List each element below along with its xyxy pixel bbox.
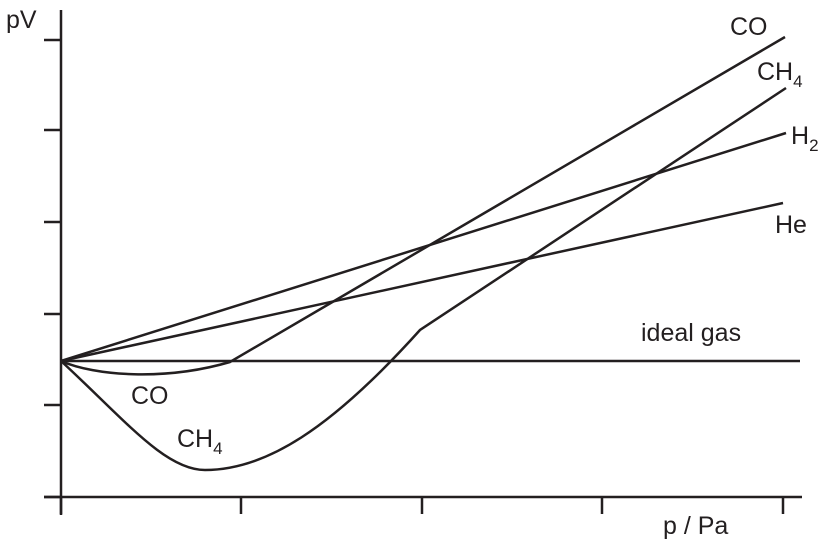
label-h2: H2 [791,122,819,155]
label-he: He [775,211,807,239]
y-axis: pV [6,6,63,515]
y-axis-label: pV [6,6,37,34]
x-axis: p / Pa [44,495,802,540]
label-ch4-top: CH4 [757,58,803,91]
label-ch4-min: CH4 [177,425,223,458]
series-line-he [60,201,784,363]
label-co-top: CO [730,13,768,41]
x-axis-label: p / Pa [663,512,728,540]
series-line-ch4 [60,86,787,472]
series-curves [60,35,800,472]
label-ideal-gas: ideal gas [641,319,741,347]
series-line-h2 [60,131,787,363]
curve-labels: CO CH4 H2 He ideal gas CO CH4 [131,13,819,458]
label-co-min: CO [131,382,169,410]
series-line-co [60,35,786,376]
